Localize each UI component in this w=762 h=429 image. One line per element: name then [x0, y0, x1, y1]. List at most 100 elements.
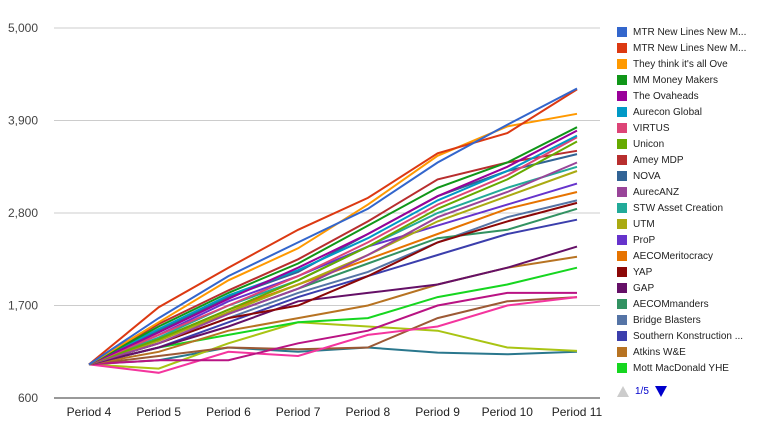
y-tick-label: 600	[18, 391, 38, 405]
legend-swatch-icon	[617, 235, 627, 245]
legend-swatch-icon	[617, 155, 627, 165]
legend-label: Atkins W&E	[633, 346, 686, 358]
legend-swatch-icon	[617, 59, 627, 69]
legend-item[interactable]: Aurecon Global	[617, 104, 762, 120]
chart-legend: MTR New Lines New M... MTR New Lines New …	[617, 24, 762, 376]
legend-item[interactable]: Mott MacDonald YHE	[617, 360, 762, 376]
legend-label: AECOMeritocracy	[633, 250, 714, 262]
legend-item[interactable]: The Ovaheads	[617, 88, 762, 104]
y-tick-label: 1,700	[8, 299, 38, 313]
series-line[interactable]	[88, 161, 578, 366]
legend-item[interactable]: They think it's all Ove	[617, 56, 762, 72]
legend-label: AurecANZ	[633, 186, 680, 198]
series-line[interactable]	[88, 266, 578, 366]
series-line[interactable]	[88, 321, 578, 370]
series-line[interactable]	[88, 136, 578, 366]
legend-label: MTR New Lines New M...	[633, 26, 747, 38]
legend-label: They think it's all Ove	[633, 58, 728, 70]
legend-label: GAP	[633, 282, 655, 294]
x-tick-label: Period 4	[67, 405, 112, 419]
legend-swatch-icon	[617, 187, 627, 197]
y-axis-ticks: 600 1,700 2,800 3,900 5,000	[8, 21, 38, 405]
series-line[interactable]	[88, 346, 578, 366]
series-line[interactable]	[88, 149, 578, 366]
series-lines	[88, 87, 578, 374]
legend-item[interactable]: Atkins W&E	[617, 344, 762, 360]
legend-swatch-icon	[617, 123, 627, 133]
series-line[interactable]	[88, 140, 578, 366]
legend-label: UTM	[633, 218, 655, 230]
legend-swatch-icon	[617, 139, 627, 149]
x-tick-label: Period 5	[136, 405, 181, 419]
legend-label: Amey MDP	[633, 154, 684, 166]
legend-label: Bridge Blasters	[633, 314, 701, 326]
legend-swatch-icon	[617, 27, 627, 37]
legend-item[interactable]: AurecANZ	[617, 184, 762, 200]
series-line[interactable]	[88, 129, 578, 366]
legend-swatch-icon	[617, 331, 627, 341]
x-tick-label: Period 9	[415, 405, 460, 419]
legend-swatch-icon	[617, 283, 627, 293]
legend-item[interactable]: GAP	[617, 280, 762, 296]
series-line[interactable]	[88, 296, 578, 374]
legend-label: NOVA	[633, 170, 661, 182]
legend-swatch-icon	[617, 203, 627, 213]
legend-label: MTR New Lines New M...	[633, 42, 747, 54]
series-line[interactable]	[88, 245, 578, 366]
x-tick-label: Period 11	[552, 405, 603, 419]
legend-item[interactable]: UTM	[617, 216, 762, 232]
legend-label: VIRTUS	[633, 122, 670, 134]
legend-page-indicator: 1/5	[635, 386, 649, 397]
y-tick-label: 3,900	[8, 114, 38, 128]
legend-item[interactable]: STW Asset Creation	[617, 200, 762, 216]
legend-swatch-icon	[617, 299, 627, 309]
legend-label: AECOMmanders	[633, 298, 709, 310]
x-axis-ticks: Period 4 Period 5 Period 6 Period 7 Period 8…	[67, 405, 603, 419]
legend-swatch-icon	[617, 267, 627, 277]
legend-item[interactable]: MTR New Lines New M...	[617, 40, 762, 56]
legend-label: Unicon	[633, 138, 665, 150]
y-tick-label: 2,800	[8, 206, 38, 220]
legend-item[interactable]: Bridge Blasters	[617, 312, 762, 328]
legend-item[interactable]: VIRTUS	[617, 120, 762, 136]
legend-label: YAP	[633, 266, 653, 278]
legend-item[interactable]: Amey MDP	[617, 152, 762, 168]
legend-item[interactable]: ProP	[617, 232, 762, 248]
legend-label: The Ovaheads	[633, 90, 699, 102]
series-line[interactable]	[88, 296, 578, 366]
x-tick-label: Period 7	[276, 405, 321, 419]
legend-swatch-icon	[617, 315, 627, 325]
legend-label: MM Money Makers	[633, 74, 719, 86]
x-tick-label: Period 6	[206, 405, 251, 419]
legend-item[interactable]: MTR New Lines New M...	[617, 24, 762, 40]
legend-pager: 1/5	[617, 386, 667, 397]
series-line[interactable]	[88, 291, 577, 366]
legend-swatch-icon	[617, 363, 627, 373]
legend-swatch-icon	[617, 43, 627, 53]
legend-label: STW Asset Creation	[633, 202, 724, 214]
legend-item[interactable]: MM Money Makers	[617, 72, 762, 88]
legend-label: ProP	[633, 234, 656, 246]
series-line[interactable]	[88, 126, 578, 366]
legend-item[interactable]: YAP	[617, 264, 762, 280]
legend-swatch-icon	[617, 91, 627, 101]
legend-label: Southern Konstruction ...	[633, 330, 744, 342]
legend-swatch-icon	[617, 251, 627, 261]
series-line[interactable]	[88, 170, 578, 366]
legend-next-page-icon[interactable]	[654, 386, 667, 397]
legend-item[interactable]: Southern Konstruction ...	[617, 328, 762, 344]
series-line[interactable]	[88, 134, 578, 366]
y-tick-label: 5,000	[8, 21, 38, 35]
x-tick-label: Period 10	[482, 405, 534, 419]
x-tick-label: Period 8	[346, 405, 391, 419]
series-line[interactable]	[88, 88, 578, 366]
legend-item[interactable]: AECOMmanders	[617, 296, 762, 312]
legend-item[interactable]: Unicon	[617, 136, 762, 152]
legend-item[interactable]: NOVA	[617, 168, 762, 184]
series-line[interactable]	[88, 87, 578, 366]
legend-swatch-icon	[617, 75, 627, 85]
legend-prev-page-icon	[617, 386, 629, 397]
legend-item[interactable]: AECOMeritocracy	[617, 248, 762, 264]
legend-swatch-icon	[617, 347, 627, 357]
